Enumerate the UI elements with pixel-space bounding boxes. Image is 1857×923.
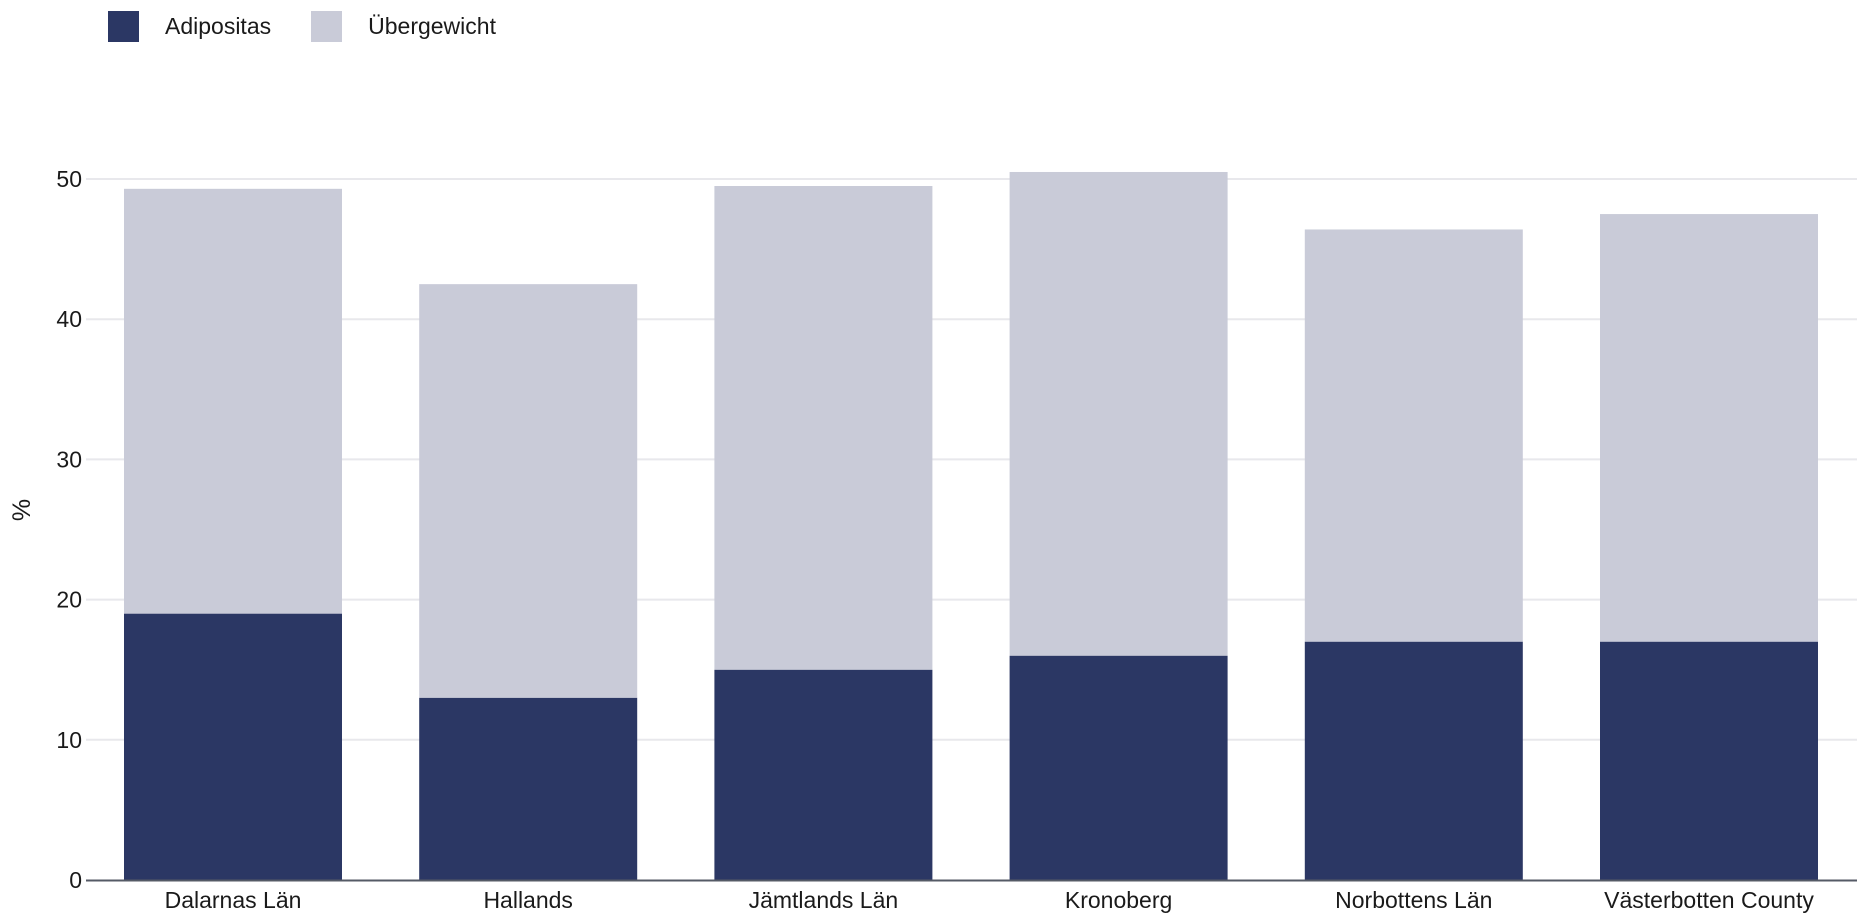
legend-label-uebergewicht: Übergewicht: [368, 12, 496, 39]
y-tick-label: 30: [56, 446, 82, 472]
bar--bergewicht[interactable]: [124, 188, 342, 614]
legend-item-uebergewicht[interactable]: Übergewicht: [311, 10, 496, 42]
x-tick-label: Norbottens Län: [1335, 887, 1492, 913]
x-tick-label: Hallands: [483, 887, 573, 913]
x-tick-label: Västerbotten County: [1604, 887, 1814, 913]
legend-swatch-adipositas: [108, 10, 139, 42]
y-axis-title: %: [8, 499, 36, 521]
x-tick-label: Jämtlands Län: [749, 887, 899, 913]
x-tick-label: Kronoberg: [1065, 887, 1172, 913]
y-axis-ticks: 0 10 20 30 40 50: [56, 166, 82, 893]
legend-label-adipositas: Adipositas: [165, 12, 272, 39]
bar--bergewicht[interactable]: [1304, 229, 1523, 642]
bar--bergewicht[interactable]: [1600, 214, 1818, 642]
bar-adipositas[interactable]: [1009, 655, 1228, 880]
bars: [124, 171, 1818, 880]
x-axis-ticks: Dalarnas Län Hallands Jämtlands Län Kronobe…: [165, 887, 1815, 913]
legend-item-adipositas[interactable]: Adipositas: [108, 10, 272, 42]
legend-swatch-uebergewicht: [311, 10, 343, 42]
bar-adipositas[interactable]: [714, 669, 933, 880]
y-tick-label: 0: [69, 867, 82, 893]
y-tick-label: 40: [56, 306, 82, 332]
chart-legend: Adipositas Übergewicht: [108, 9, 536, 43]
bar-adipositas[interactable]: [124, 613, 342, 880]
x-tick-label: Dalarnas Län: [165, 887, 302, 913]
bar--bergewicht[interactable]: [714, 186, 933, 670]
y-tick-label: 20: [56, 587, 82, 613]
y-tick-label: 10: [56, 727, 82, 753]
bar-adipositas[interactable]: [1304, 641, 1523, 880]
bar--bergewicht[interactable]: [419, 284, 638, 698]
bar--bergewicht[interactable]: [1009, 171, 1228, 656]
y-tick-label: 50: [56, 166, 82, 192]
bar-adipositas[interactable]: [419, 697, 638, 880]
bar-adipositas[interactable]: [1600, 641, 1818, 880]
grid-lines: [86, 178, 1857, 741]
